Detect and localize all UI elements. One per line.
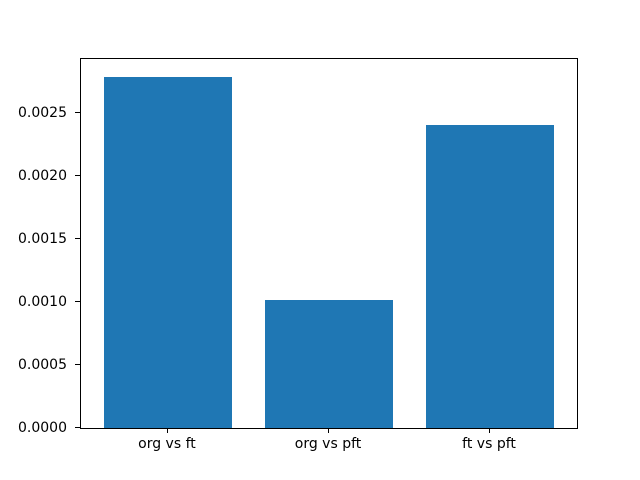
x-tick-mark	[166, 428, 168, 433]
y-tick-mark	[75, 175, 80, 177]
x-tick-mark	[489, 428, 491, 433]
x-tick-label: ft vs pft	[462, 436, 516, 452]
y-tick-mark	[75, 301, 80, 303]
bar	[264, 299, 394, 428]
y-tick-mark	[75, 112, 80, 114]
y-tick-label: 0.0010	[18, 293, 67, 310]
bar	[425, 124, 555, 428]
y-tick-label: 0.0005	[18, 356, 67, 373]
y-tick-label: 0.0025	[18, 104, 67, 121]
bar	[103, 76, 233, 428]
y-tick-label: 0.0020	[18, 167, 67, 184]
y-tick-label: 0.0015	[18, 230, 67, 247]
x-tick-label: org vs ft	[138, 436, 196, 452]
y-tick-label: 0.0000	[18, 419, 67, 436]
y-tick-mark	[75, 364, 80, 366]
x-tick-label: org vs pft	[294, 436, 362, 452]
y-tick-mark	[75, 427, 80, 428]
y-tick-mark	[75, 238, 80, 240]
plot-area	[80, 58, 578, 429]
x-tick-mark	[328, 428, 329, 433]
